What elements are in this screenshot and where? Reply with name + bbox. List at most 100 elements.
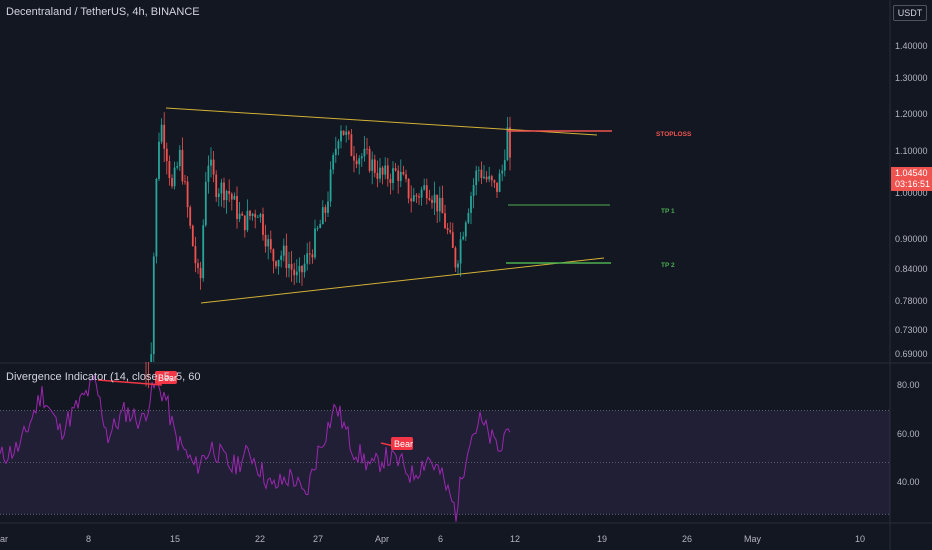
- time-tick-label: 12: [510, 534, 520, 544]
- candle-body: [477, 169, 480, 171]
- candle-body: [493, 180, 496, 183]
- candle-body: [347, 131, 350, 135]
- candle-body: [503, 160, 506, 171]
- time-tick-label: 8: [86, 534, 91, 544]
- candle-body: [368, 148, 371, 171]
- candle-body: [262, 214, 264, 235]
- candle-body: [171, 178, 173, 187]
- rsi-tick-label: 40.00: [897, 477, 920, 487]
- candle-body: [254, 213, 257, 218]
- candle-body: [449, 230, 452, 233]
- currency-button[interactable]: USDT: [893, 5, 927, 21]
- candle-body: [173, 167, 176, 187]
- candle-body: [438, 197, 441, 212]
- time-tick-label: 15: [170, 534, 180, 544]
- candle-body: [220, 182, 223, 194]
- candle-body: [215, 174, 218, 198]
- price-tick-label: 0.84000: [895, 264, 928, 274]
- candle-body: [366, 148, 368, 150]
- candle-body: [160, 124, 163, 142]
- candle-body: [321, 207, 324, 225]
- candle-body: [392, 168, 394, 184]
- candle-body: [165, 148, 168, 162]
- price-tick-label: 1.30000: [895, 73, 928, 83]
- candle-body: [280, 255, 283, 260]
- candle-body: [485, 176, 488, 180]
- candle-body: [459, 239, 462, 264]
- candle-body: [451, 232, 454, 248]
- candle-body: [441, 197, 444, 214]
- candle-body: [480, 169, 483, 179]
- time-tick-label: 10: [855, 534, 865, 544]
- candle-body: [353, 155, 355, 161]
- candle-body: [298, 265, 301, 272]
- candle-body: [431, 199, 433, 203]
- candle-body: [243, 215, 246, 231]
- candle-body: [264, 234, 267, 247]
- candle-body: [472, 185, 475, 196]
- candle-body: [308, 253, 311, 255]
- candle-body: [163, 124, 166, 149]
- candle-body: [155, 178, 158, 257]
- candle-body: [217, 193, 220, 198]
- candle-body: [397, 170, 400, 181]
- candle-body: [246, 210, 249, 231]
- candle-body: [423, 185, 426, 190]
- candle-body: [410, 198, 413, 202]
- time-tick-label: 22: [255, 534, 265, 544]
- price-tick-label: 0.69000: [895, 349, 928, 359]
- price-tick-label: 0.73000: [895, 325, 928, 335]
- candle-body: [212, 159, 215, 175]
- candle-body: [178, 149, 181, 167]
- candle-body: [275, 261, 277, 267]
- candle-body: [314, 228, 316, 258]
- candle-body: [501, 170, 504, 174]
- candle-body: [342, 130, 345, 135]
- candle-body: [420, 189, 423, 198]
- candle-body: [433, 194, 436, 203]
- candle-body: [462, 236, 465, 240]
- candle-body: [329, 169, 332, 202]
- candle-body: [327, 201, 329, 213]
- candle-body: [386, 165, 389, 179]
- candle-body: [350, 134, 353, 156]
- candle-body: [290, 264, 293, 270]
- candle-body: [506, 127, 509, 161]
- candle-body: [191, 225, 194, 247]
- candle-body: [360, 156, 363, 159]
- candle-body: [467, 212, 470, 223]
- price-tick-label: 1.10000: [895, 146, 928, 156]
- candle-body: [272, 249, 275, 262]
- candle-body: [303, 263, 306, 273]
- candle-body: [241, 213, 244, 216]
- candle-body: [150, 354, 153, 362]
- candle-body: [251, 213, 254, 216]
- candle-body: [376, 172, 379, 179]
- bear-label-box: [155, 371, 177, 384]
- candle-body: [490, 176, 493, 181]
- price-tick-label: 1.40000: [895, 41, 928, 51]
- candle-body: [381, 167, 384, 175]
- candle-body: [293, 269, 296, 276]
- time-tick-label: May: [744, 534, 762, 544]
- candle-body: [282, 245, 285, 256]
- rsi-tick-label: 60.00: [897, 429, 920, 439]
- candle-body: [324, 207, 327, 213]
- rsi-line: [0, 374, 511, 522]
- candle-body: [418, 196, 420, 198]
- candle-body: [176, 166, 179, 168]
- last-price-label: 1.04540: [895, 168, 928, 178]
- rsi-tick-label: 80.00: [897, 380, 920, 390]
- candle-body: [444, 213, 446, 229]
- candle-body: [319, 224, 322, 229]
- candle-body: [488, 176, 491, 180]
- candle-body: [199, 267, 202, 279]
- bear-label-box: [391, 437, 413, 450]
- candle-body: [316, 228, 319, 229]
- candle-body: [355, 160, 358, 165]
- candle-body: [379, 167, 381, 179]
- candle-body: [186, 181, 189, 208]
- candle-body: [399, 171, 402, 181]
- candle-body: [223, 182, 225, 201]
